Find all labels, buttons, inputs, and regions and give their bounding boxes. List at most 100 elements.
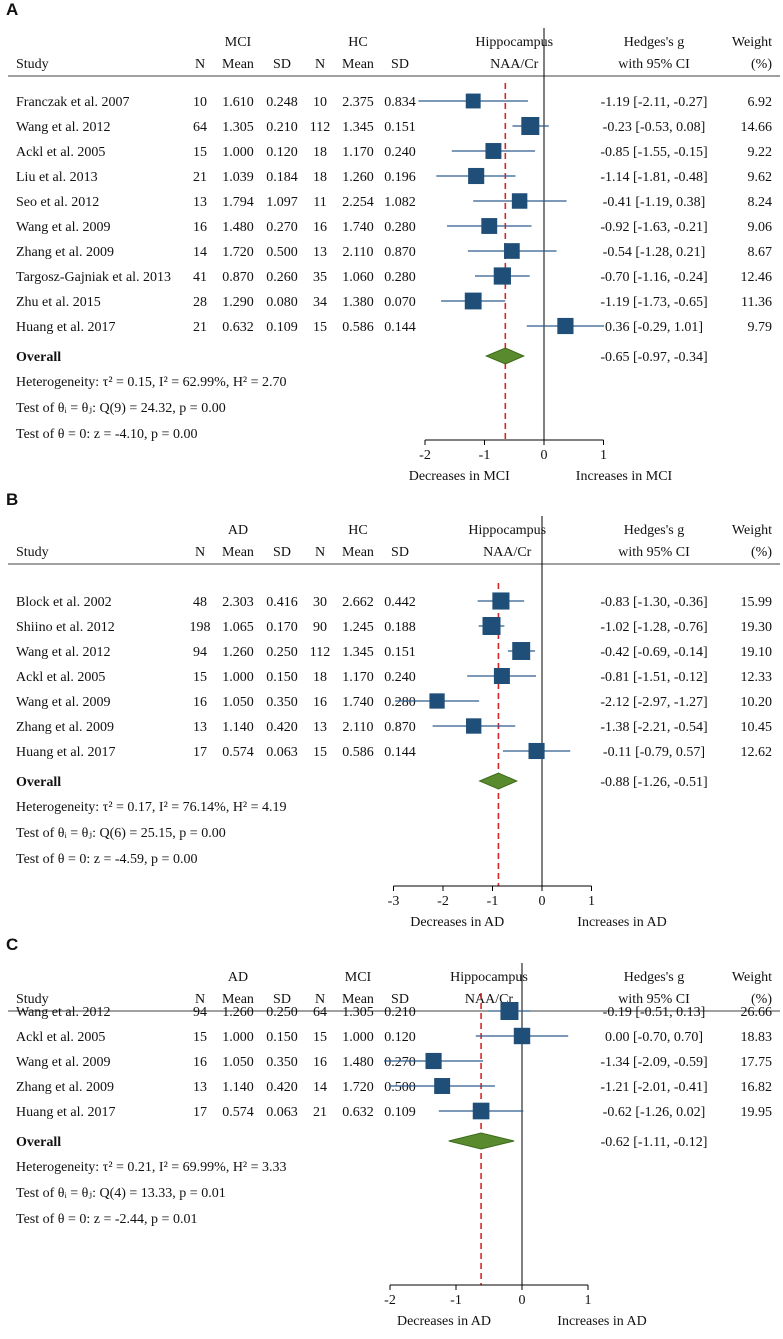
study-name: Targosz-Gajniak et al. 2013 (16, 270, 171, 285)
weight-value: 19.30 (741, 620, 773, 635)
mean2-value: 2.254 (342, 195, 374, 210)
ci-value: -1.19 [-2.11, -0.27] (601, 95, 708, 110)
sd2-value: 0.442 (384, 595, 416, 610)
study-name: Ackl et al. 2005 (16, 670, 105, 685)
mean2-value: 1.170 (342, 145, 374, 160)
weight-header-2: (%) (751, 545, 772, 560)
n2-value: 90 (313, 620, 327, 635)
study-name: Huang et al. 2017 (16, 1105, 116, 1120)
sd2-value: 0.280 (384, 270, 416, 285)
sd1-value: 0.150 (266, 670, 298, 685)
weight-header-2: (%) (751, 57, 772, 72)
x-tick-label: -1 (487, 894, 499, 909)
overall-diamond (478, 772, 519, 790)
mean2-value: 2.110 (343, 245, 374, 260)
weight-value: 6.92 (748, 95, 773, 110)
study-name: Huang et al. 2017 (16, 320, 116, 335)
weight-value: 8.24 (748, 195, 773, 210)
study-name: Ackl et al. 2005 (16, 145, 105, 160)
forest-plot-b: AD HC Hippocampus NAA/Cr Hedges's g with 95% … (8, 516, 780, 930)
ci-header-1: Hedges's g (624, 523, 684, 538)
study-name: Wang et al. 2012 (16, 120, 111, 135)
ci-value: 0.00 [-0.70, 0.70] (605, 1030, 703, 1045)
mean2-value: 0.586 (342, 745, 374, 760)
ci-value: -0.70 [-1.16, -0.24] (600, 270, 707, 285)
effect-marker (482, 617, 501, 635)
sd2-value: 0.109 (384, 1105, 416, 1120)
mean2-value: 2.662 (342, 595, 374, 610)
ci-value: -0.85 [-1.55, -0.15] (600, 145, 707, 160)
ci-value: -1.34 [-2.09, -0.59] (600, 1055, 707, 1070)
ci-value: -0.11 [-0.79, 0.57] (603, 745, 705, 760)
n2-value: 34 (313, 295, 327, 310)
mean1-header: Mean (222, 992, 254, 1007)
n2-value: 15 (313, 320, 327, 335)
weight-value: 12.33 (741, 670, 773, 685)
mean1-value: 1.050 (222, 695, 254, 710)
group2-header: HC (348, 35, 367, 50)
n2-value: 11 (313, 195, 326, 210)
mean2-value: 1.060 (342, 270, 374, 285)
mean1-header: Mean (222, 57, 254, 72)
effect-title-1: Hippocampus (450, 970, 528, 985)
sd1-value: 0.350 (266, 1055, 298, 1070)
mean2-value: 1.740 (342, 220, 374, 235)
n1-value: 21 (193, 170, 207, 185)
sd1-value: 0.080 (266, 295, 298, 310)
sd2-header: SD (391, 545, 409, 560)
sd2-value: 0.270 (384, 1055, 416, 1070)
weight-value: 19.10 (741, 645, 773, 660)
ci-header-2: with 95% CI (618, 545, 690, 560)
effect-marker (472, 1102, 490, 1120)
n1-value: 94 (193, 1005, 207, 1020)
effect-marker (528, 742, 545, 760)
x-tick-label: 1 (588, 894, 595, 909)
mean2-header: Mean (342, 992, 374, 1007)
weight-header-1: Weight (732, 523, 772, 538)
mean1-value: 1.480 (222, 220, 254, 235)
mean2-value: 2.375 (342, 95, 374, 110)
ci-value: -2.12 [-2.97, -1.27] (600, 695, 707, 710)
weight-value: 18.83 (741, 1030, 773, 1045)
ci-value: -1.02 [-1.28, -0.76] (600, 620, 707, 635)
effect-title-1: Hippocampus (468, 523, 546, 538)
n1-value: 198 (190, 620, 211, 635)
sd1-value: 0.063 (266, 1105, 298, 1120)
n1-value: 21 (193, 320, 207, 335)
mean1-value: 1.260 (222, 1005, 254, 1020)
n2-value: 18 (313, 170, 327, 185)
ci-header-1: Hedges's g (624, 970, 684, 985)
x-tick-label: -2 (437, 894, 449, 909)
effect-marker (425, 1052, 442, 1070)
sd1-value: 0.248 (266, 95, 298, 110)
sd1-value: 0.250 (266, 1005, 298, 1020)
mean1-value: 1.720 (222, 245, 254, 260)
effect-marker (485, 143, 502, 159)
mean1-value: 0.574 (222, 1105, 254, 1120)
overall-label: Overall (16, 775, 61, 790)
mean2-header: Mean (342, 57, 374, 72)
mean2-value: 0.632 (342, 1105, 374, 1120)
group2-header: HC (348, 523, 367, 538)
mean1-value: 1.050 (222, 1055, 254, 1070)
weight-value: 10.20 (741, 695, 773, 710)
x-tick-label: 1 (585, 1293, 592, 1308)
sd2-value: 0.070 (384, 295, 416, 310)
n2-value: 16 (313, 1055, 327, 1070)
x-label-right: Increases in MCI (576, 469, 673, 484)
weight-value: 17.75 (741, 1055, 773, 1070)
overall-diamond (448, 1132, 515, 1150)
weight-value: 9.62 (748, 170, 773, 185)
sd1-header: SD (273, 545, 291, 560)
x-tick-label: 0 (519, 1293, 526, 1308)
effect-marker (466, 718, 482, 734)
n2-value: 18 (313, 145, 327, 160)
mean1-value: 1.000 (222, 1030, 254, 1045)
mean2-header: Mean (342, 545, 374, 560)
effect-marker (481, 218, 498, 234)
mean1-value: 1.000 (222, 670, 254, 685)
n1-header: N (195, 992, 205, 1007)
sd2-value: 0.500 (384, 1080, 416, 1095)
stats-line: Test of θᵢ = θⱼ: Q(6) = 25.15, p = 0.00 (16, 826, 226, 841)
mean1-value: 1.260 (222, 645, 254, 660)
